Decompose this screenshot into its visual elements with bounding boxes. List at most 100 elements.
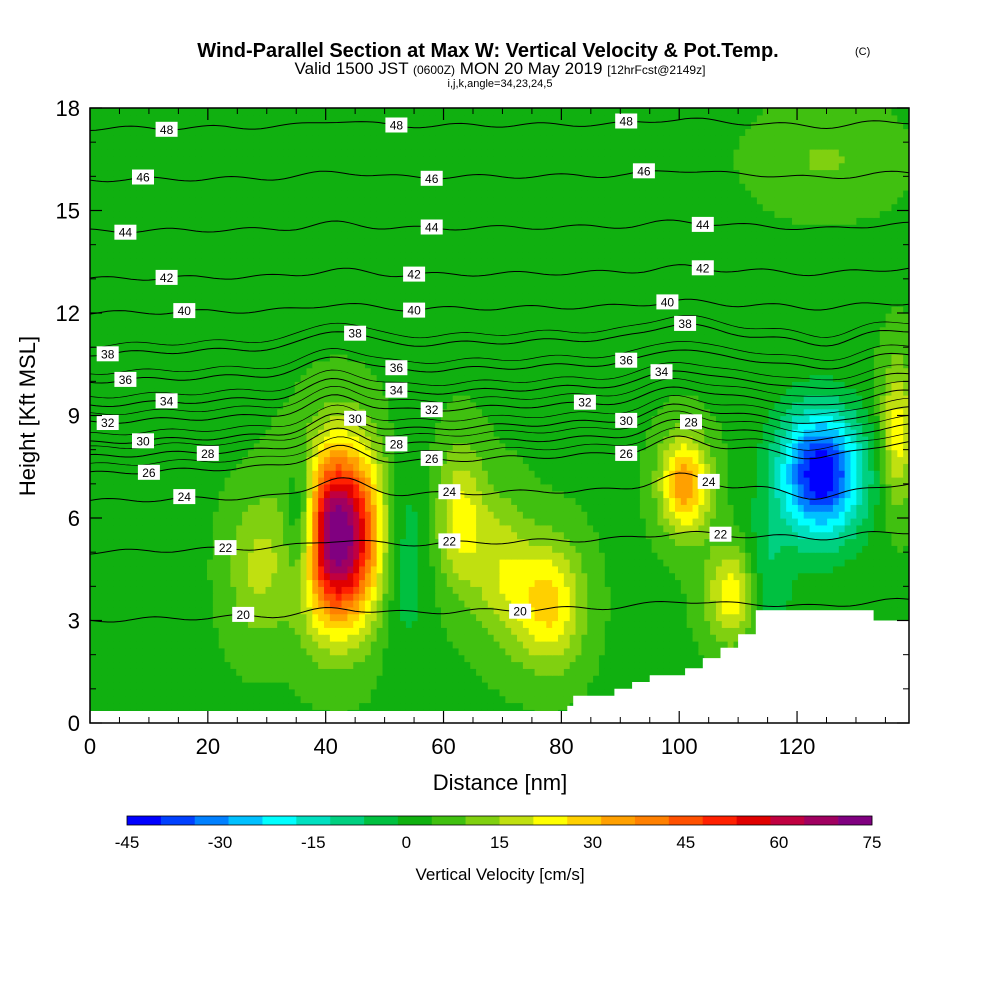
- field-cell: [347, 702, 354, 710]
- field-cell: [745, 497, 752, 505]
- field-cell: [593, 490, 600, 499]
- field-cell: [786, 538, 793, 546]
- field-cell: [856, 490, 863, 499]
- field-cell: [815, 572, 822, 581]
- field-cell: [821, 497, 828, 505]
- field-cell: [756, 579, 764, 587]
- field-cell: [376, 586, 384, 594]
- field-cell: [435, 627, 442, 635]
- field-cell: [394, 538, 401, 546]
- field-cell: [797, 593, 805, 601]
- field-cell: [166, 538, 173, 546]
- field-cell: [534, 627, 542, 635]
- field-cell: [271, 702, 278, 710]
- field-cell: [651, 606, 659, 615]
- field-cell: [610, 572, 618, 581]
- field-cell: [160, 688, 167, 697]
- field-cell: [177, 682, 185, 690]
- field-cell: [692, 511, 699, 519]
- field-cell: [154, 490, 161, 499]
- field-cell: [552, 497, 559, 505]
- field-cell: [324, 504, 331, 512]
- field-cell: [616, 538, 623, 546]
- field-cell: [218, 668, 226, 676]
- field-cell: [634, 593, 641, 601]
- field-cell: [130, 531, 138, 540]
- field-cell: [891, 490, 898, 499]
- field-cell: [335, 483, 343, 492]
- field-cell: [171, 524, 179, 533]
- field-cell: [499, 627, 506, 635]
- field-cell: [142, 586, 150, 594]
- field-cell: [329, 682, 337, 690]
- field-cell: [558, 572, 565, 581]
- field-cell: [324, 490, 331, 499]
- field-cell: [312, 552, 319, 560]
- field-cell: [844, 586, 852, 594]
- field-cell: [347, 579, 354, 587]
- field-cell: [868, 600, 875, 608]
- field-cell: [558, 682, 565, 690]
- field-cell: [645, 504, 653, 512]
- field-cell: [335, 531, 343, 540]
- field-cell: [563, 524, 571, 533]
- field-cell: [669, 668, 676, 676]
- field-cell: [382, 668, 389, 676]
- field-cell: [230, 620, 237, 628]
- field-cell: [177, 600, 185, 608]
- field-cell: [598, 524, 606, 533]
- field-cell: [803, 490, 811, 499]
- field-cell: [827, 559, 834, 567]
- field-cell: [189, 675, 196, 683]
- field-cell: [107, 572, 114, 581]
- field-cell: [113, 634, 120, 642]
- field-cell: [253, 572, 261, 581]
- field-cell: [130, 654, 138, 663]
- field-cell: [552, 641, 559, 649]
- field-cell: [435, 688, 442, 697]
- field-cell: [680, 579, 688, 587]
- field-cell: [411, 504, 419, 512]
- field-cell: [148, 579, 155, 587]
- field-cell: [230, 524, 237, 533]
- field-cell: [873, 490, 881, 499]
- field-cell: [125, 524, 132, 533]
- field-cell: [686, 559, 694, 567]
- field-cell: [446, 545, 454, 553]
- field-cell: [639, 641, 647, 649]
- field-cell: [294, 511, 302, 519]
- field-cell: [171, 620, 179, 628]
- field-cell: [359, 613, 366, 622]
- field-cell: [183, 668, 191, 676]
- field-cell: [768, 559, 776, 567]
- field-cell: [873, 497, 881, 505]
- field-cell: [107, 579, 114, 587]
- field-cell: [183, 483, 191, 492]
- field-cell: [382, 627, 389, 635]
- field-cell: [277, 518, 284, 526]
- field-cell: [827, 545, 834, 553]
- field-cell: [125, 688, 132, 697]
- field-cell: [247, 661, 255, 669]
- field-cell: [645, 606, 653, 615]
- field-cell: [364, 477, 372, 485]
- field-cell: [786, 483, 793, 492]
- field-cell: [517, 675, 524, 683]
- field-cell: [733, 606, 740, 615]
- field-cell: [148, 593, 155, 601]
- field-cell: [435, 668, 442, 676]
- field-cell: [628, 606, 635, 615]
- field-cell: [727, 497, 735, 505]
- field-cell: [534, 477, 542, 485]
- field-cell: [593, 504, 600, 512]
- field-cell: [598, 552, 606, 560]
- field-cell: [487, 552, 495, 560]
- field-cell: [692, 600, 699, 608]
- field-cell: [628, 504, 635, 512]
- field-cell: [306, 483, 313, 492]
- field-cell: [224, 586, 231, 594]
- field-cell: [563, 600, 571, 608]
- field-cell: [733, 593, 740, 601]
- field-cell: [675, 552, 682, 560]
- field-cell: [335, 695, 343, 704]
